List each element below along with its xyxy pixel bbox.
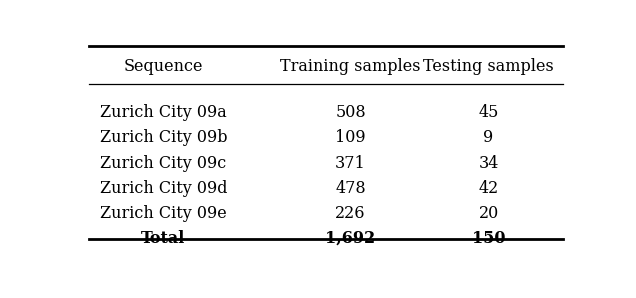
- Text: Testing samples: Testing samples: [423, 58, 554, 75]
- Text: 9: 9: [483, 129, 494, 146]
- Text: 478: 478: [335, 180, 366, 197]
- Text: 371: 371: [335, 155, 366, 172]
- Text: Zurich City 09b: Zurich City 09b: [100, 129, 227, 146]
- Text: Training samples: Training samples: [280, 58, 421, 75]
- Text: Sequence: Sequence: [123, 58, 203, 75]
- Text: Zurich City 09d: Zurich City 09d: [100, 180, 227, 197]
- Text: Zurich City 09a: Zurich City 09a: [100, 104, 226, 121]
- Text: 34: 34: [478, 155, 499, 172]
- Text: 109: 109: [335, 129, 366, 146]
- Text: 45: 45: [478, 104, 499, 121]
- Text: Zurich City 09e: Zurich City 09e: [100, 205, 226, 222]
- Text: 508: 508: [335, 104, 366, 121]
- Text: 42: 42: [478, 180, 499, 197]
- Text: 20: 20: [478, 205, 499, 222]
- Text: 226: 226: [335, 205, 366, 222]
- Text: Total: Total: [141, 230, 186, 247]
- Text: Zurich City 09c: Zurich City 09c: [100, 155, 226, 172]
- Text: 1,692: 1,692: [326, 230, 376, 247]
- Text: 150: 150: [472, 230, 506, 247]
